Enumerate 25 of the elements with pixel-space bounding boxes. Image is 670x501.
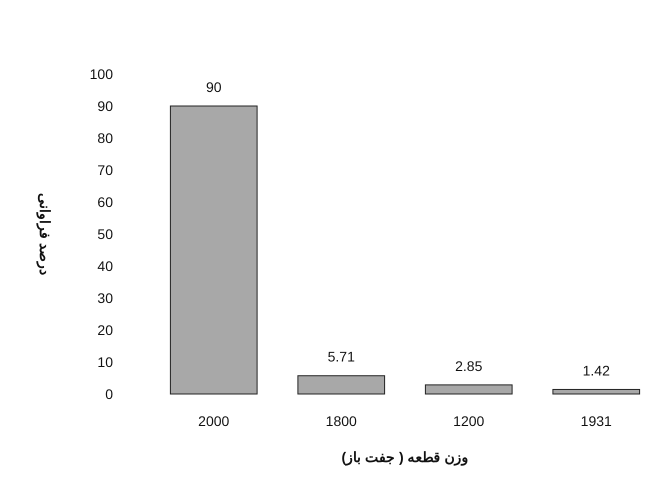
y-tick-label: 20	[97, 322, 114, 338]
data-label: 2.85	[455, 358, 483, 374]
y-tick-label: 50	[97, 226, 114, 242]
y-tick-label: 80	[97, 130, 114, 146]
y-tick-label: 100	[90, 66, 114, 82]
y-tick-label: 10	[97, 354, 114, 370]
data-label: 5.71	[328, 348, 356, 365]
y-tick-label: 60	[97, 194, 114, 210]
bar	[297, 375, 386, 394]
y-tick-label: 90	[97, 98, 114, 114]
y-tick-label: 0	[105, 386, 114, 402]
data-label: 1.42	[582, 362, 610, 378]
bar	[170, 106, 258, 394]
x-axis-title: وزن قطعه ( جفت باز)	[342, 449, 468, 466]
x-tick-label: 1800	[326, 413, 358, 429]
y-tick-label: 30	[97, 290, 114, 306]
bar	[552, 388, 640, 394]
bar	[424, 384, 513, 394]
data-label: 90	[206, 79, 222, 95]
y-tick-label: 70	[97, 162, 114, 178]
x-tick-label: 1200	[453, 413, 485, 429]
y-axis-title: درصد فراوانی	[36, 193, 53, 275]
x-tick-label: 1931	[580, 413, 612, 429]
x-tick-label: 2000	[198, 413, 230, 429]
y-tick-label: 40	[97, 258, 114, 274]
